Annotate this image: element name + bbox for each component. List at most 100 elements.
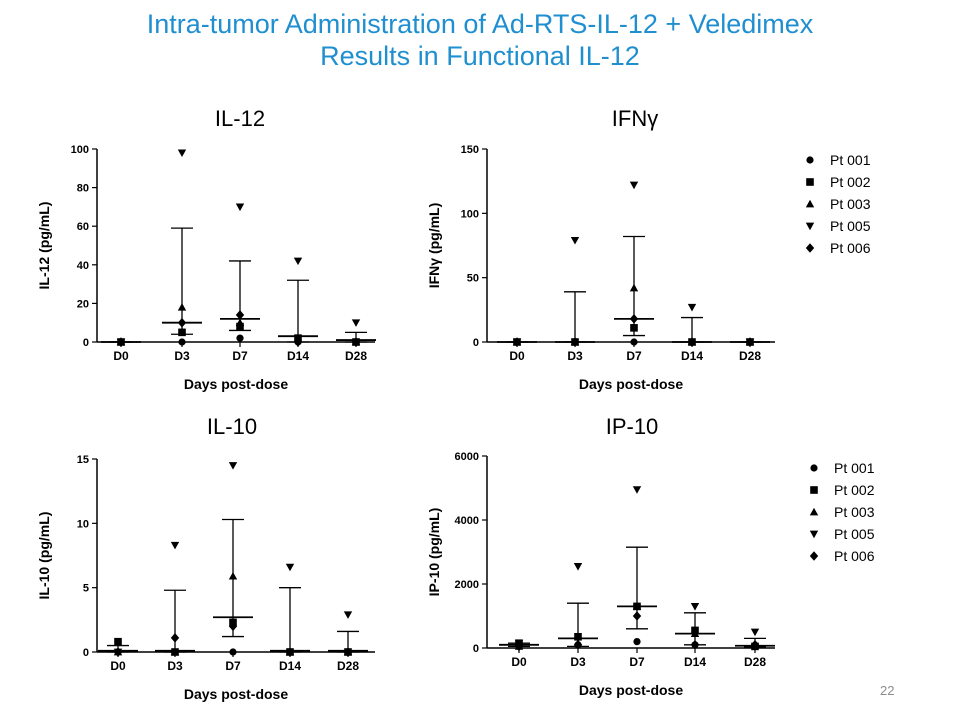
y-axis-title: IP-10 (pg/mL) bbox=[426, 508, 442, 597]
point-pt-005-d28 bbox=[351, 319, 361, 327]
x-tick-label-d7: D7 bbox=[629, 655, 645, 669]
point-pt-006-d28 bbox=[351, 337, 361, 347]
chart-il-12: 0 20 40 60 80 100 D0 D3 D7 D14 D28 Days post-dose IL… bbox=[36, 144, 376, 392]
legend-label-pt-002: Pt 002 bbox=[830, 174, 871, 190]
point-pt-003-d7 bbox=[629, 283, 639, 292]
page-number: 22 bbox=[880, 683, 895, 698]
point-pt-005-d3 bbox=[177, 149, 187, 158]
legend-marker-pt-002 bbox=[806, 178, 814, 186]
y-axis-title: IFNγ (pg/mL) bbox=[426, 203, 442, 289]
panel-title-il12: IL-12 bbox=[214, 106, 266, 131]
point-pt-005-d3 bbox=[170, 541, 180, 550]
point-pt-001-d7 bbox=[633, 638, 641, 646]
point-pt-003-d7 bbox=[235, 318, 245, 327]
y-tick-label: 15 bbox=[77, 454, 89, 466]
y-tick-label: 40 bbox=[77, 260, 89, 272]
x-axis-title: Days post-dose bbox=[579, 376, 683, 392]
point-pt-006-d7 bbox=[235, 310, 245, 320]
slide-title-line2: Results in Functional IL-12 bbox=[320, 41, 640, 71]
legend-marker-pt-005 bbox=[809, 530, 819, 539]
legend-marker-pt-003 bbox=[805, 199, 815, 208]
point-pt-006-d28 bbox=[745, 337, 755, 347]
legend-label-pt-002: Pt 002 bbox=[834, 482, 875, 498]
x-axis-title: Days post-dose bbox=[579, 682, 683, 698]
y-axis-title: IL-10 (pg/mL) bbox=[36, 512, 52, 600]
legend-marker-pt-006 bbox=[809, 551, 819, 561]
y-axis-title: IL-12 (pg/mL) bbox=[36, 202, 52, 290]
point-pt-001-d7 bbox=[236, 334, 244, 342]
x-tick-label-d14: D14 bbox=[681, 349, 703, 363]
point-pt-005-d3 bbox=[573, 563, 583, 571]
point-pt-006-d7 bbox=[632, 611, 642, 621]
y-tick-label: 0 bbox=[83, 647, 89, 659]
point-pt-005-d7 bbox=[632, 486, 642, 494]
legend-marker-pt-002 bbox=[810, 486, 818, 494]
y-tick-label: 150 bbox=[461, 144, 479, 156]
point-pt-006-d28 bbox=[343, 647, 353, 657]
point-pt-002-d7 bbox=[630, 324, 638, 332]
x-tick-label-d0: D0 bbox=[110, 659, 126, 673]
point-pt-002-d0 bbox=[114, 637, 122, 646]
point-pt-005-d7 bbox=[629, 181, 639, 190]
point-pt-003-d7 bbox=[632, 602, 642, 610]
point-pt-001-d3 bbox=[178, 338, 186, 346]
x-tick-label-d0: D0 bbox=[511, 655, 527, 669]
point-pt-006-d3 bbox=[570, 337, 580, 347]
point-pt-006-d14 bbox=[690, 640, 700, 650]
point-pt-006-d0 bbox=[512, 337, 522, 347]
x-tick-label-d3: D3 bbox=[167, 659, 183, 673]
y-tick-label: 0 bbox=[473, 643, 479, 655]
point-pt-006-d14 bbox=[293, 337, 303, 347]
x-tick-label-d0: D0 bbox=[509, 349, 525, 363]
y-tick-label: 4000 bbox=[455, 515, 479, 527]
legend-label-pt-005: Pt 005 bbox=[830, 218, 871, 234]
point-pt-003-d14 bbox=[690, 629, 700, 637]
point-pt-005-d7 bbox=[228, 462, 238, 470]
point-pt-005-d7 bbox=[235, 203, 245, 212]
x-tick-label-d28: D28 bbox=[345, 349, 367, 363]
point-pt-001-d7 bbox=[630, 338, 638, 346]
chart-ifn: 0 50 100 150 D0 D3 D7 D14 D28 Days post-dose IFNγ … bbox=[426, 144, 871, 392]
point-pt-005-d14 bbox=[285, 563, 295, 572]
chart-il-10: 0 5 10 15 D0 D3 D7 D14 D28 Days post-dose IL-10 (p… bbox=[36, 454, 375, 702]
point-pt-006-d3 bbox=[573, 640, 583, 650]
x-tick-label-d7: D7 bbox=[232, 349, 248, 363]
panel-title-ifng: IFNγ bbox=[611, 106, 659, 131]
y-tick-label: 10 bbox=[77, 518, 89, 530]
y-tick-label: 60 bbox=[77, 221, 89, 233]
point-pt-005-d3 bbox=[570, 236, 580, 245]
point-pt-001-d7 bbox=[229, 648, 237, 656]
point-pt-003-d7 bbox=[228, 571, 238, 580]
y-tick-label: 20 bbox=[77, 298, 89, 310]
x-axis-title: Days post-dose bbox=[184, 376, 288, 392]
legend-marker-pt-003 bbox=[809, 507, 819, 516]
legend-marker-pt-001 bbox=[810, 464, 818, 472]
panel-title-il10: IL-10 bbox=[206, 414, 258, 439]
point-pt-006-d14 bbox=[687, 337, 697, 347]
x-tick-label-d28: D28 bbox=[337, 659, 359, 673]
x-tick-label-d28: D28 bbox=[739, 349, 761, 363]
legend: Pt 001 Pt 002 Pt 003 Pt 005 Pt 006 bbox=[805, 152, 871, 256]
legend-label-pt-006: Pt 006 bbox=[830, 240, 871, 256]
legend: Pt 001 Pt 002 Pt 003 Pt 005 Pt 006 bbox=[809, 460, 875, 564]
x-tick-label-d3: D3 bbox=[567, 349, 583, 363]
y-tick-label: 0 bbox=[83, 337, 89, 349]
point-pt-002-d3 bbox=[178, 328, 186, 337]
point-pt-005-d14 bbox=[687, 303, 697, 312]
x-axis-title: Days post-dose bbox=[184, 686, 288, 702]
point-pt-006-d3 bbox=[177, 317, 187, 328]
slide-title: Intra-tumor Administration of Ad-RTS-IL-… bbox=[0, 8, 960, 72]
point-pt-006-d14 bbox=[285, 647, 295, 657]
x-tick-label-d14: D14 bbox=[684, 655, 706, 669]
y-tick-label: 6000 bbox=[455, 451, 479, 463]
y-tick-label: 100 bbox=[461, 208, 479, 220]
legend-label-pt-001: Pt 001 bbox=[830, 152, 871, 168]
point-pt-006-d0 bbox=[514, 641, 524, 652]
point-pt-005-d14 bbox=[293, 257, 303, 266]
y-tick-label: 5 bbox=[83, 583, 89, 595]
legend-label-pt-006: Pt 006 bbox=[834, 548, 875, 564]
point-pt-006-d7 bbox=[228, 621, 238, 632]
x-tick-label-d7: D7 bbox=[225, 659, 241, 673]
panel-title-ip10: IP-10 bbox=[605, 414, 659, 439]
point-pt-003-d3 bbox=[170, 647, 180, 656]
